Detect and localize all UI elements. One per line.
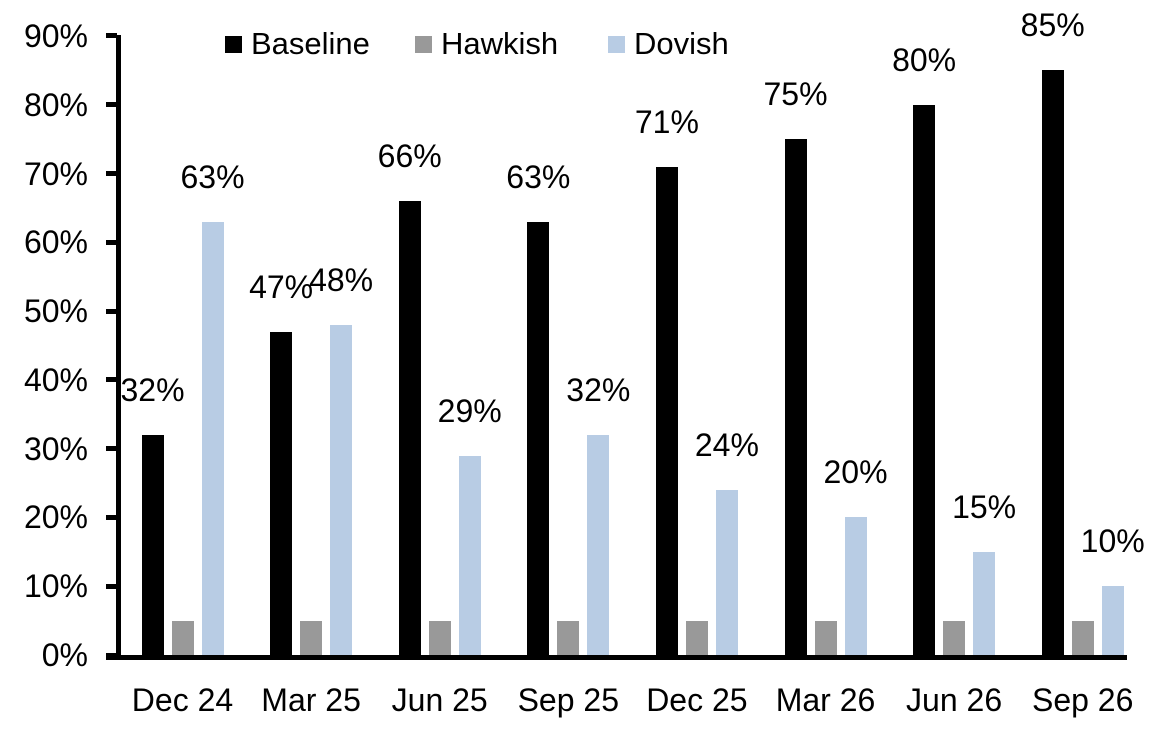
bar-hawkish-mar-25 <box>300 620 323 655</box>
value-label-dovish-jun-26: 15% <box>952 488 1017 525</box>
bar-baseline-jun-25 <box>398 201 421 655</box>
y-tick-label-70: 70% <box>23 155 88 192</box>
value-label-dovish-mar-25: 48% <box>309 261 374 298</box>
value-label-baseline-dec-25: 71% <box>634 103 699 140</box>
y-tick-label-10: 10% <box>23 568 88 605</box>
legend-label-hawkish: Hawkish <box>441 26 559 61</box>
legend-item-dovish: Dovish <box>608 26 729 61</box>
bar-dovish-jun-26 <box>973 551 996 655</box>
value-label-dovish-dec-24: 63% <box>180 158 245 195</box>
x-tick-label-mar-25: Mar 25 <box>261 682 361 718</box>
legend-marker-dovish <box>608 35 625 53</box>
bar-hawkish-sep-25 <box>557 620 580 655</box>
legend-label-baseline: Baseline <box>251 26 370 61</box>
value-label-dovish-dec-25: 24% <box>694 426 759 463</box>
bar-dovish-mar-26 <box>844 517 867 655</box>
bar-baseline-sep-25 <box>527 221 550 655</box>
x-tick-label-dec-24: Dec 24 <box>131 682 234 718</box>
value-label-baseline-dec-24: 32% <box>120 371 185 408</box>
bar-baseline-sep-26 <box>1041 70 1064 655</box>
x-axis-line <box>106 655 1127 660</box>
y-axis-tick-20 <box>106 514 117 520</box>
y-axis-tick-60 <box>106 239 117 245</box>
y-tick-label-90: 90% <box>23 17 88 54</box>
bar-hawkish-dec-24 <box>171 620 194 655</box>
bar-dovish-dec-25 <box>715 489 738 655</box>
y-axis-tick-80 <box>106 102 117 108</box>
value-label-baseline-jun-25: 66% <box>377 138 442 175</box>
bar-hawkish-mar-26 <box>814 620 837 655</box>
y-tick-label-50: 50% <box>23 293 88 330</box>
x-tick-label-dec-25: Dec 25 <box>646 682 748 718</box>
legend-label-dovish: Dovish <box>634 26 729 61</box>
bar-hawkish-jun-26 <box>943 620 966 655</box>
y-axis-tick-10 <box>106 583 117 589</box>
value-label-dovish-jun-25: 29% <box>437 392 502 429</box>
bar-dovish-sep-25 <box>587 434 610 655</box>
x-tick-label-jun-25: Jun 25 <box>391 682 488 718</box>
legend-item-baseline: Baseline <box>225 26 370 61</box>
y-tick-label-0: 0% <box>41 637 88 673</box>
x-tick-label-sep-26: Sep 26 <box>1031 682 1134 718</box>
x-tick-label-mar-26: Mar 26 <box>775 682 876 718</box>
x-tick-label-jun-26: Jun 26 <box>906 682 1003 718</box>
y-tick-label-60: 60% <box>23 224 88 261</box>
y-axis-tick-70 <box>106 171 117 177</box>
bar-dovish-dec-24 <box>201 221 224 655</box>
value-label-baseline-sep-25: 63% <box>506 158 571 195</box>
y-tick-label-30: 30% <box>23 430 88 467</box>
bar-baseline-mar-25 <box>270 331 293 655</box>
value-label-baseline-sep-26: 85% <box>1020 7 1085 44</box>
value-label-baseline-mar-25: 47% <box>249 268 314 305</box>
bar-baseline-jun-26 <box>913 104 936 655</box>
value-label-baseline-mar-26: 75% <box>763 76 828 113</box>
bar-hawkish-sep-26 <box>1071 620 1094 655</box>
bar-hawkish-jun-25 <box>428 620 451 655</box>
value-label-dovish-sep-25: 32% <box>566 371 631 408</box>
y-tick-label-40: 40% <box>23 361 88 398</box>
bar-dovish-mar-25 <box>330 324 353 655</box>
legend-marker-baseline <box>225 35 242 53</box>
legend-item-hawkish: Hawkish <box>415 26 559 61</box>
y-tick-label-20: 20% <box>23 499 88 536</box>
value-label-baseline-jun-26: 80% <box>892 41 957 78</box>
bar-baseline-dec-24 <box>141 434 164 655</box>
y-axis-line <box>116 35 121 660</box>
bar-baseline-dec-25 <box>655 166 678 655</box>
y-axis-tick-0 <box>106 652 117 658</box>
y-axis-tick-50 <box>106 308 117 314</box>
bar-hawkish-dec-25 <box>685 620 708 655</box>
bar-baseline-mar-26 <box>784 139 807 655</box>
y-tick-label-80: 80% <box>23 86 88 123</box>
bar-dovish-jun-25 <box>458 455 481 655</box>
y-axis-tick-40 <box>106 377 117 383</box>
y-axis-tick-90 <box>106 33 117 39</box>
y-axis-tick-30 <box>106 446 117 452</box>
value-label-dovish-sep-26: 10% <box>1080 523 1145 560</box>
x-tick-label-sep-25: Sep 25 <box>517 682 619 718</box>
legend-marker-hawkish <box>415 35 432 53</box>
bar-dovish-sep-26 <box>1101 586 1124 655</box>
value-label-dovish-mar-26: 20% <box>823 454 888 491</box>
